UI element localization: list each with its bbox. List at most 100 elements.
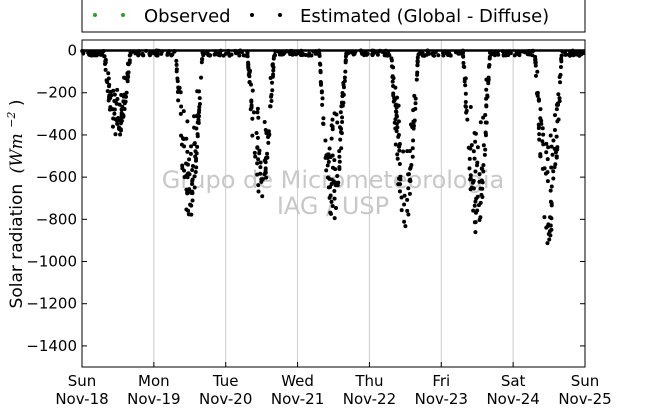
data-point bbox=[410, 154, 415, 159]
data-point bbox=[552, 113, 557, 118]
data-point bbox=[481, 169, 486, 174]
data-point bbox=[337, 159, 342, 164]
data-point bbox=[258, 171, 263, 176]
data-point bbox=[111, 88, 116, 93]
data-point bbox=[405, 208, 410, 213]
data-point bbox=[391, 83, 396, 88]
data-point bbox=[325, 152, 330, 157]
data-point bbox=[468, 177, 473, 182]
data-point bbox=[389, 64, 394, 69]
data-point bbox=[199, 75, 204, 80]
x-tick-label-date: Nov-20 bbox=[199, 390, 252, 408]
data-point bbox=[339, 131, 344, 136]
data-point bbox=[147, 53, 152, 58]
data-point bbox=[559, 57, 564, 62]
data-point bbox=[188, 202, 193, 207]
data-point bbox=[325, 163, 330, 168]
data-point bbox=[193, 154, 198, 159]
data-point bbox=[196, 110, 201, 115]
data-point bbox=[196, 118, 201, 123]
data-point bbox=[197, 89, 202, 94]
data-point bbox=[103, 67, 108, 72]
data-point bbox=[127, 60, 132, 65]
data-point bbox=[463, 91, 468, 96]
plot-frame bbox=[81, 39, 586, 368]
data-point bbox=[394, 121, 399, 126]
data-point bbox=[113, 132, 118, 137]
data-point bbox=[194, 165, 199, 170]
data-point bbox=[551, 176, 556, 181]
data-point bbox=[415, 63, 420, 68]
data-point bbox=[106, 71, 111, 76]
data-point bbox=[303, 53, 308, 58]
data-point bbox=[192, 174, 197, 179]
data-point bbox=[321, 116, 326, 121]
data-point bbox=[464, 110, 469, 115]
data-point bbox=[246, 65, 251, 70]
data-point bbox=[260, 194, 265, 199]
data-point bbox=[116, 116, 121, 121]
data-point bbox=[250, 116, 255, 121]
data-point bbox=[269, 94, 274, 99]
data-point bbox=[549, 165, 554, 170]
data-point bbox=[540, 139, 545, 144]
data-point bbox=[483, 147, 488, 152]
legend-entry-observed: Observed bbox=[93, 6, 231, 27]
data-point bbox=[117, 126, 122, 131]
data-point bbox=[187, 157, 192, 162]
data-point bbox=[333, 167, 338, 172]
data-point bbox=[432, 53, 437, 58]
legend-observed-label: Observed bbox=[144, 6, 231, 27]
data-point bbox=[544, 141, 549, 146]
data-point bbox=[327, 146, 332, 151]
data-point bbox=[190, 198, 195, 203]
data-point bbox=[197, 96, 202, 101]
data-point bbox=[182, 168, 187, 173]
data-point bbox=[483, 112, 488, 117]
data-point bbox=[120, 112, 125, 117]
legend-estimated-marker-2 bbox=[278, 13, 282, 17]
data-point bbox=[124, 90, 129, 95]
data-point bbox=[270, 88, 275, 93]
data-point bbox=[190, 167, 195, 172]
data-point bbox=[339, 100, 344, 105]
data-point bbox=[462, 76, 467, 81]
data-point bbox=[337, 149, 342, 154]
data-point bbox=[118, 132, 123, 137]
legend-observed-marker-1 bbox=[93, 13, 97, 17]
data-point bbox=[544, 150, 549, 155]
watermark: Grupo de Micrometeorologia IAG / USP bbox=[162, 166, 504, 220]
data-point bbox=[552, 127, 557, 132]
data-point bbox=[487, 63, 492, 68]
x-tick-label-day: Sun bbox=[68, 372, 97, 390]
data-point bbox=[406, 172, 411, 177]
data-point bbox=[401, 149, 406, 154]
data-point bbox=[265, 130, 270, 135]
data-point bbox=[477, 179, 482, 184]
data-point bbox=[396, 103, 401, 108]
data-point bbox=[190, 163, 195, 168]
data-point bbox=[396, 182, 401, 187]
data-point bbox=[415, 72, 420, 77]
data-point bbox=[335, 120, 340, 125]
data-point bbox=[399, 195, 404, 200]
data-point bbox=[396, 132, 401, 137]
data-point bbox=[87, 52, 92, 57]
data-point bbox=[397, 144, 402, 149]
data-point bbox=[402, 219, 407, 224]
data-point bbox=[268, 104, 273, 109]
data-point bbox=[255, 145, 260, 150]
data-point bbox=[549, 184, 554, 189]
data-point bbox=[393, 117, 398, 122]
x-tick-label-date: Nov-21 bbox=[271, 390, 324, 408]
x-tick-label-date: Nov-25 bbox=[558, 390, 611, 408]
data-point bbox=[189, 190, 194, 195]
data-point bbox=[330, 117, 335, 122]
data-point bbox=[329, 177, 334, 182]
data-point bbox=[476, 203, 481, 208]
data-point bbox=[538, 116, 543, 121]
data-point bbox=[256, 115, 261, 120]
y-tick-label: −1200 bbox=[26, 295, 77, 313]
data-point bbox=[126, 74, 131, 79]
